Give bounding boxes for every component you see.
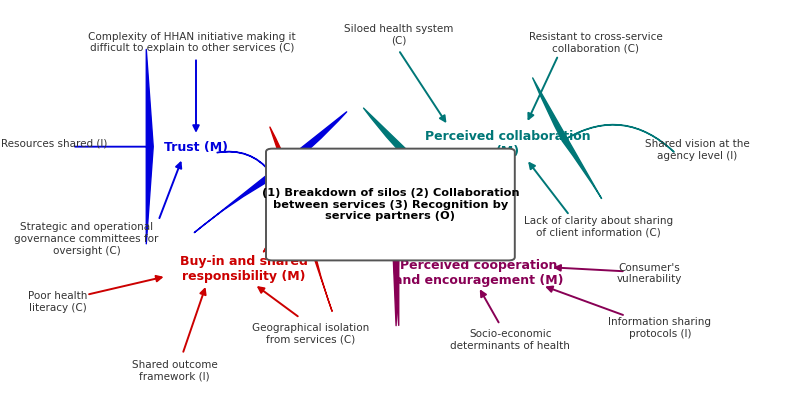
FancyBboxPatch shape [266, 149, 515, 260]
Text: Socio-economic
determinants of health: Socio-economic determinants of health [450, 329, 570, 351]
Text: Perceived collaboration
(M): Perceived collaboration (M) [425, 130, 591, 158]
Text: Consumer's
vulnerability: Consumer's vulnerability [617, 262, 682, 284]
Text: (1) Breakdown of silos (2) Collaboration
between services (3) Recognition by
ser: (1) Breakdown of silos (2) Collaboration… [262, 188, 519, 221]
Text: Lack of clarity about sharing
of client information (C): Lack of clarity about sharing of client … [524, 216, 673, 238]
Text: Resistant to cross-service
collaboration (C): Resistant to cross-service collaboration… [529, 32, 663, 53]
Text: Poor health
literacy (C): Poor health literacy (C) [28, 291, 87, 313]
Text: Buy-in and shared
responsibility (M): Buy-in and shared responsibility (M) [180, 255, 308, 284]
Text: Siloed health system
(C): Siloed health system (C) [344, 23, 453, 45]
Text: Shared vision at the
agency level (I): Shared vision at the agency level (I) [646, 139, 750, 161]
Text: Shared outcome
framework (I): Shared outcome framework (I) [131, 360, 218, 382]
Text: Strategic and operational
governance committees for
oversight (C): Strategic and operational governance com… [14, 222, 158, 256]
Text: Resources shared (I): Resources shared (I) [2, 139, 107, 149]
Text: Trust (M): Trust (M) [164, 141, 228, 154]
Text: Perceived cooperation
and encouragement (M): Perceived cooperation and encouragement … [394, 259, 563, 288]
Text: Information sharing
protocols (I): Information sharing protocols (I) [609, 317, 711, 339]
Text: Complexity of HHAN initiative making it
difficult to explain to other services (: Complexity of HHAN initiative making it … [88, 32, 296, 53]
Text: Geographical isolation
from services (C): Geographical isolation from services (C) [252, 323, 369, 345]
